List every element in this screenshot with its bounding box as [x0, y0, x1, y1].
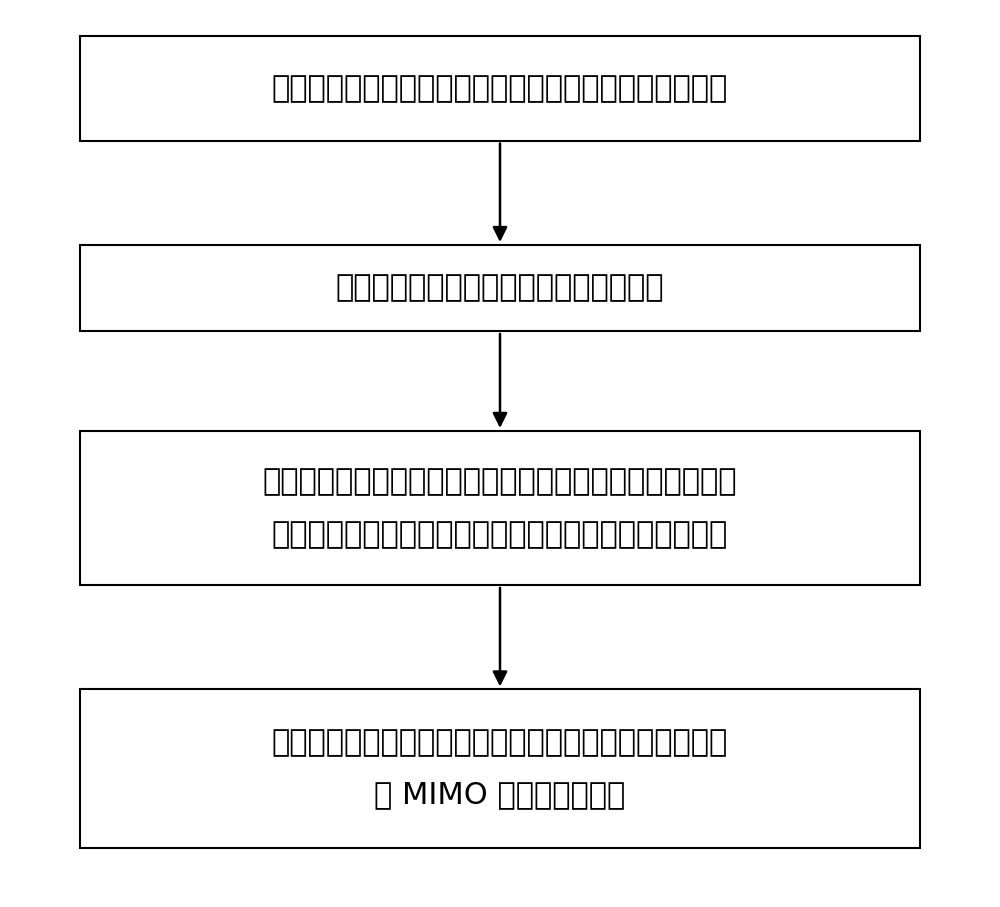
Text: 模 MIMO 波束域功率分配: 模 MIMO 波束域功率分配	[374, 781, 626, 809]
Text: 计信道状态信息进行能效谱效联合优化的波束域功率分配: 计信道状态信息进行能效谱效联合优化的波束域功率分配	[272, 520, 728, 549]
Text: 构建小区簇并配置天线阵列，通过波束赋形生成波束集合: 构建小区簇并配置天线阵列，通过波束赋形生成波束集合	[272, 74, 728, 102]
FancyBboxPatch shape	[80, 36, 920, 141]
Text: 根据统计信道状态信息的变化动态实施分布式多小区大规: 根据统计信道状态信息的变化动态实施分布式多小区大规	[272, 728, 728, 756]
FancyBboxPatch shape	[80, 245, 920, 331]
Text: 获取小区簇内各用户的统计信道状态信息: 获取小区簇内各用户的统计信道状态信息	[336, 274, 664, 302]
FancyBboxPatch shape	[80, 431, 920, 585]
FancyBboxPatch shape	[80, 689, 920, 848]
Text: 各基站进行分布式协作，交互少量信息，相对独立地基于统: 各基站进行分布式协作，交互少量信息，相对独立地基于统	[263, 467, 737, 496]
